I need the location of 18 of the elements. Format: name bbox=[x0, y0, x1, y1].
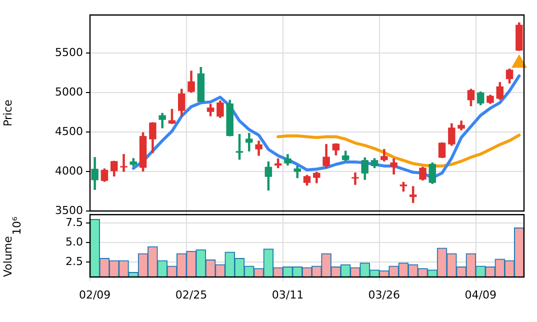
x-tick-label: 04/09 bbox=[464, 288, 496, 302]
candlestick bbox=[120, 154, 128, 172]
y-tick-label: 5.0 bbox=[66, 236, 83, 249]
y-tick-label: 4000 bbox=[55, 164, 83, 178]
text: 10⁶ bbox=[10, 216, 24, 236]
y-axis-title: Volume bbox=[1, 236, 14, 277]
y-axis-title: Price bbox=[1, 99, 14, 126]
y-tick-label: 2.5 bbox=[66, 255, 83, 268]
y-tick-label: 4500 bbox=[55, 124, 83, 138]
x-tick-label: 02/09 bbox=[78, 288, 111, 302]
y-tick-label: 5000 bbox=[55, 85, 83, 98]
candlestick bbox=[352, 172, 359, 185]
y-tick-label: 7.5 bbox=[66, 216, 83, 230]
x-tick-label: 03/11 bbox=[272, 288, 304, 302]
y-tick-label: 3500 bbox=[55, 204, 83, 217]
x-tick-label: 02/25 bbox=[175, 288, 208, 302]
y-tick-label: 5500 bbox=[55, 46, 83, 59]
x-tick-label: 03/26 bbox=[368, 288, 400, 302]
